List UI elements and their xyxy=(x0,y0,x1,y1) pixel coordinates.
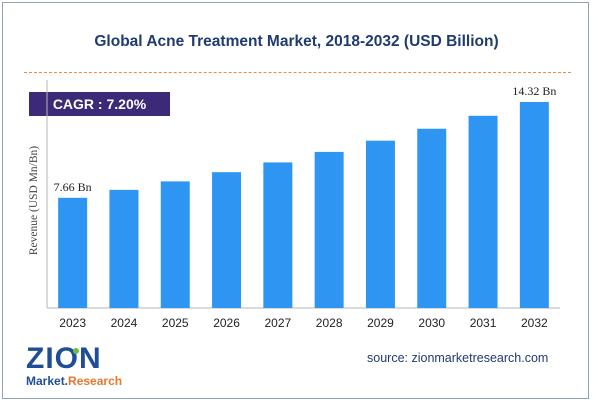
bar-2024 xyxy=(109,189,139,308)
x-tick-label-2032: 2032 xyxy=(521,316,548,330)
bar-2032 xyxy=(519,101,549,308)
bar-2025 xyxy=(160,181,190,308)
zion-logo: ZION Market.Research xyxy=(26,344,136,390)
logo-subtitle: Market.Research xyxy=(26,374,123,388)
x-tick-label-2026: 2026 xyxy=(213,316,240,330)
cagr-value: 7.20% xyxy=(106,96,147,112)
y-axis-label: Revenue (USD Mn/Bn) xyxy=(28,146,40,255)
x-tick-label-2025: 2025 xyxy=(162,316,189,330)
cagr-badge: CAGR : 7.20% xyxy=(29,92,170,116)
bar-2023 xyxy=(58,197,88,308)
bar-2029 xyxy=(365,140,395,308)
data-label-2032: 14.32 Bn xyxy=(512,84,556,98)
x-tick-label-2023: 2023 xyxy=(59,316,86,330)
title-divider xyxy=(24,72,571,73)
bar-2031 xyxy=(468,115,498,308)
source-credit: source: zionmarketresearch.com xyxy=(367,351,549,365)
x-tick-label-2030: 2030 xyxy=(418,316,445,330)
data-label-2023: 7.66 Bn xyxy=(54,180,92,194)
bar-2028 xyxy=(314,151,344,308)
logo-wordmark: ZION xyxy=(26,342,102,375)
bar-2027 xyxy=(263,162,293,308)
chart-title: Global Acne Treatment Market, 2018-2032 … xyxy=(94,33,499,50)
x-tick-label-2029: 2029 xyxy=(367,316,394,330)
bar-2030 xyxy=(417,128,447,308)
cagr-label: CAGR : xyxy=(52,96,103,112)
bar-2026 xyxy=(212,172,242,308)
x-tick-label-2027: 2027 xyxy=(264,316,291,330)
logo-dot-icon xyxy=(73,348,79,354)
x-tick-label-2028: 2028 xyxy=(316,316,343,330)
x-tick-label-2024: 2024 xyxy=(111,316,138,330)
x-tick-label-2031: 2031 xyxy=(470,316,497,330)
